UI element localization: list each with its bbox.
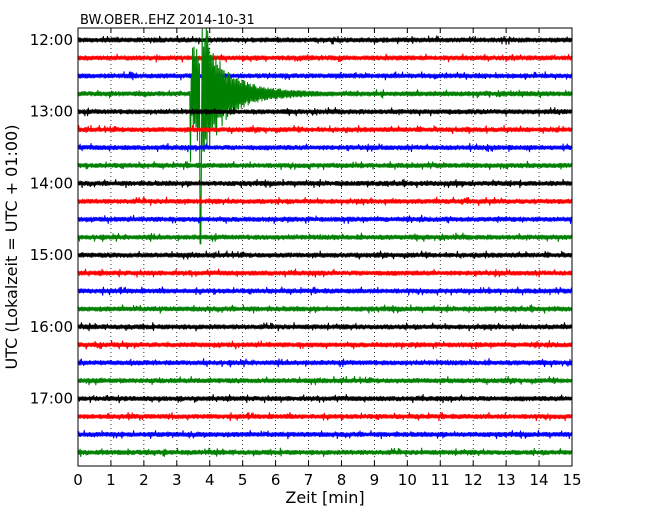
trace-1645	[77, 375, 573, 386]
trace-1700	[77, 393, 573, 404]
x-tick-label: 13	[497, 471, 516, 489]
trace-1245	[77, 28, 573, 245]
x-tick-label: 11	[431, 471, 450, 489]
x-tick-label: 1	[106, 471, 116, 489]
trace-1500	[77, 250, 573, 260]
trace-1230	[77, 71, 573, 81]
axis-ticks: 0 1 2 3 4 5 6 7 8 9 10 11 12 13 14 1512:0013:0014:0015:…	[30, 28, 582, 489]
x-tick-label: 5	[238, 471, 248, 489]
trace-1615	[77, 340, 573, 350]
x-tick-label: 9	[370, 471, 380, 489]
trace-1730	[77, 429, 573, 440]
x-tick-label: 10	[398, 471, 417, 489]
trace-1630	[77, 358, 573, 368]
chart-title: BW.OBER..EHZ 2014-10-31	[80, 13, 255, 28]
trace-1330	[77, 142, 573, 153]
y-axis-label: UTC (Lokalzeit = UTC + 01:00)	[2, 125, 21, 370]
y-tick-label: 17:00	[30, 390, 73, 408]
x-tick-label: 15	[562, 471, 581, 489]
y-tick-label: 16:00	[30, 318, 73, 336]
trace-1515	[77, 268, 573, 278]
trace-1200	[77, 35, 573, 45]
trace-1415	[77, 196, 573, 207]
x-tick-label: 2	[139, 471, 149, 489]
y-tick-label: 12:00	[30, 31, 73, 49]
x-tick-label: 4	[205, 471, 215, 489]
trace-1545	[77, 304, 573, 314]
x-tick-label: 6	[271, 471, 281, 489]
x-tick-label: 0	[73, 471, 83, 489]
y-tick-label: 15:00	[30, 246, 73, 264]
trace-1400	[77, 178, 573, 189]
trace-1745	[77, 447, 573, 457]
trace-1300	[77, 107, 573, 117]
trace-1600	[77, 322, 573, 332]
trace-1345	[77, 160, 573, 171]
trace-1215	[77, 53, 573, 63]
trace-1315	[77, 124, 573, 135]
x-tick-label: 14	[530, 471, 549, 489]
x-tick-label: 8	[337, 471, 347, 489]
trace-1445	[77, 232, 573, 242]
seismic-traces	[77, 28, 573, 457]
x-tick-label: 3	[172, 471, 182, 489]
y-tick-label: 13:00	[30, 103, 73, 121]
trace-1430	[77, 214, 573, 225]
trace-1715	[77, 411, 573, 422]
plot-frame	[77, 27, 573, 467]
x-tick-label: 12	[464, 471, 483, 489]
y-tick-label: 14:00	[30, 174, 73, 192]
x-tick-label: 7	[304, 471, 314, 489]
trace-1530	[77, 286, 573, 296]
x-axis-label: Zeit [min]	[285, 488, 364, 507]
